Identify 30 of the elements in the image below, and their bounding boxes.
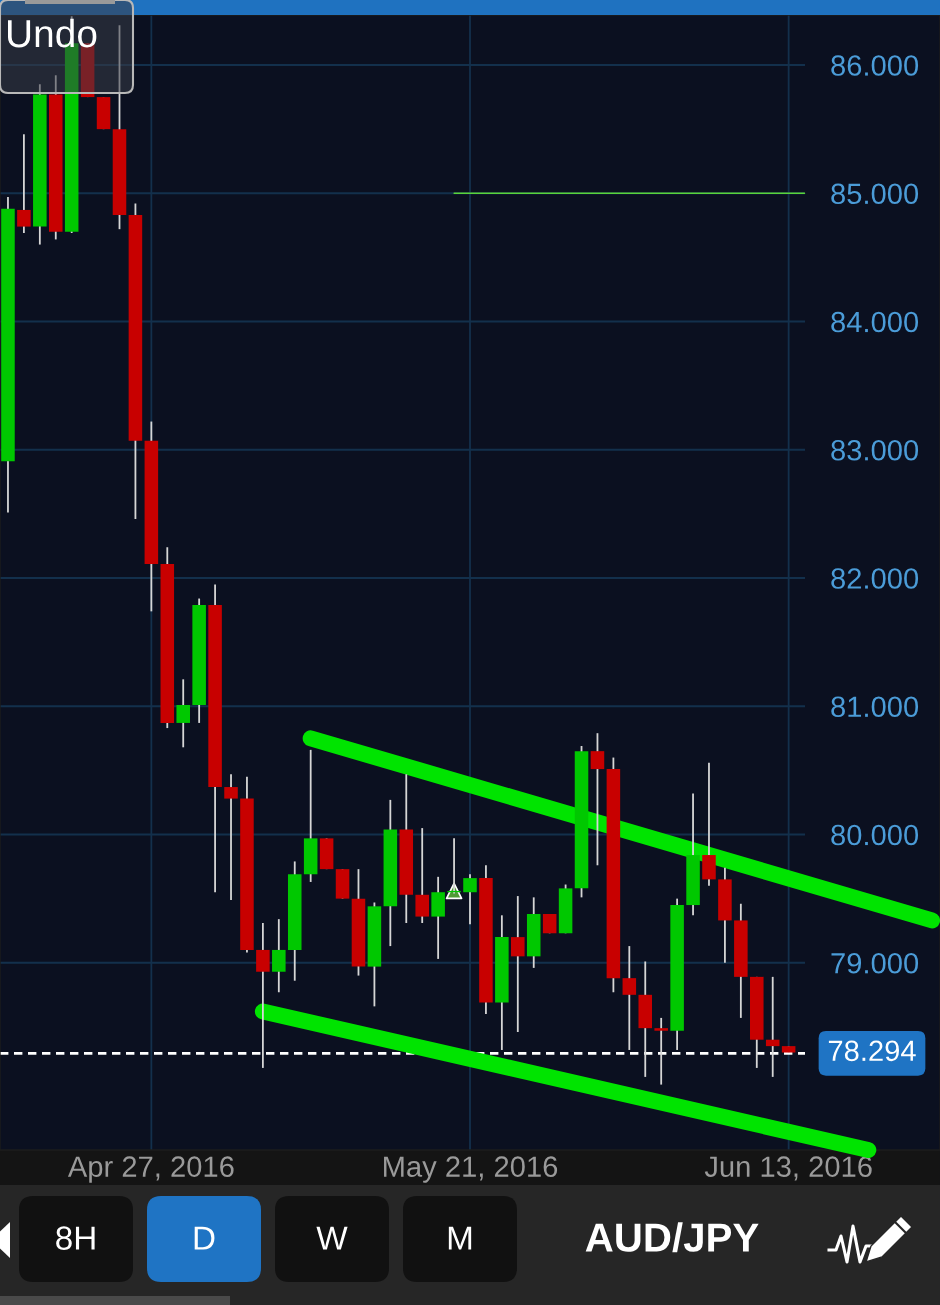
y-tick-label: 81.000: [831, 696, 919, 718]
candlestick: [17, 133, 31, 234]
ref-line-label: 78.294: [828, 1040, 916, 1062]
candlestick: [272, 918, 286, 994]
candlestick: [256, 922, 270, 1069]
candlestick: [176, 678, 190, 749]
candlestick: [224, 773, 238, 901]
text: W: [316, 1226, 348, 1250]
x-tick-label: Apr 27, 2016: [67, 1156, 234, 1183]
y-tick-label: 86.000: [831, 55, 919, 76]
y-tick-label: 82.000: [831, 568, 919, 589]
candlestick: [765, 975, 780, 1078]
candlestick: [590, 732, 605, 867]
candlestick: [654, 1016, 668, 1086]
annotation: Undo: [8, 18, 97, 48]
y-tick-label: 79.000: [831, 952, 919, 974]
candlestick: [463, 873, 477, 926]
x-tick-label: May 21, 2016: [384, 1156, 558, 1183]
candlestick: [415, 827, 429, 924]
candlestick: [511, 895, 525, 1033]
x-tick-label: Jun 13, 2016: [704, 1156, 872, 1181]
y-tick-label: 85.000: [831, 183, 919, 205]
text: M: [448, 1226, 472, 1250]
text: D: [194, 1226, 215, 1250]
y-tick-label: 84.000: [831, 311, 919, 333]
y-tick-label: 83.000: [831, 439, 919, 461]
text: AUD/JPY: [585, 1222, 759, 1253]
candlestick: [622, 945, 637, 1051]
y-tick-label: 80.000: [831, 824, 919, 846]
text: 8H: [56, 1226, 95, 1250]
